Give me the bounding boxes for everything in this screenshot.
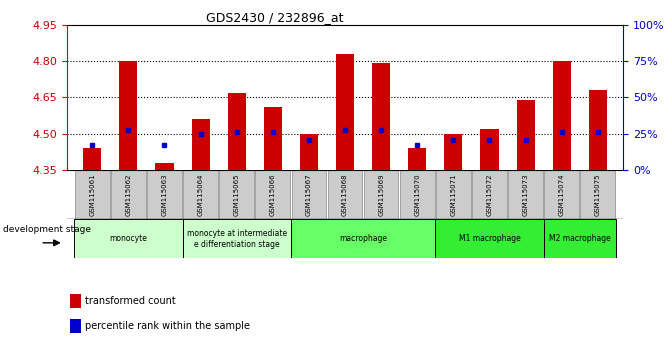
Bar (119, 61, 137, 170)
Bar (70, 294, 81, 308)
FancyBboxPatch shape (472, 170, 507, 219)
Text: GSM115075: GSM115075 (595, 173, 601, 216)
Text: monocyte: monocyte (109, 234, 147, 244)
Text: GDS2430 / 232896_at: GDS2430 / 232896_at (206, 11, 344, 24)
FancyBboxPatch shape (147, 170, 182, 219)
FancyBboxPatch shape (111, 170, 145, 219)
Text: GSM115061: GSM115061 (89, 173, 95, 216)
Text: GSM115074: GSM115074 (559, 173, 565, 216)
FancyBboxPatch shape (328, 170, 362, 219)
Text: GSM115068: GSM115068 (342, 173, 348, 216)
Text: percentile rank within the sample: percentile rank within the sample (85, 321, 251, 331)
Text: development stage: development stage (3, 225, 91, 234)
Text: GSM115063: GSM115063 (161, 173, 168, 216)
Bar (83, 148, 101, 170)
Text: GSM115066: GSM115066 (270, 173, 276, 216)
FancyBboxPatch shape (219, 170, 254, 219)
Bar (300, 133, 318, 170)
Text: GSM115070: GSM115070 (414, 173, 420, 216)
FancyBboxPatch shape (184, 170, 218, 219)
Bar (70, 319, 81, 333)
FancyBboxPatch shape (436, 170, 471, 219)
FancyBboxPatch shape (291, 219, 436, 258)
FancyBboxPatch shape (255, 170, 290, 219)
Text: M2 macrophage: M2 macrophage (549, 234, 610, 244)
Bar (372, 63, 390, 170)
FancyBboxPatch shape (75, 170, 110, 219)
FancyBboxPatch shape (509, 170, 543, 219)
Bar (517, 100, 535, 170)
Text: GSM115072: GSM115072 (486, 173, 492, 216)
FancyBboxPatch shape (74, 219, 182, 258)
Bar (228, 92, 246, 170)
Text: GSM115064: GSM115064 (198, 173, 204, 216)
Text: monocyte at intermediate
e differentiation stage: monocyte at intermediate e differentiati… (187, 229, 287, 249)
FancyBboxPatch shape (543, 219, 616, 258)
Text: GSM115062: GSM115062 (125, 173, 131, 216)
Text: GSM115073: GSM115073 (523, 173, 529, 216)
FancyBboxPatch shape (580, 170, 615, 219)
Bar (264, 107, 282, 170)
Text: GSM115071: GSM115071 (450, 173, 456, 216)
Bar (553, 61, 571, 170)
FancyBboxPatch shape (545, 170, 579, 219)
Text: macrophage: macrophage (339, 234, 387, 244)
Bar (444, 133, 462, 170)
FancyBboxPatch shape (400, 170, 435, 219)
Bar (336, 54, 354, 170)
Text: GSM115069: GSM115069 (378, 173, 384, 216)
FancyBboxPatch shape (182, 219, 291, 258)
Text: GSM115065: GSM115065 (234, 173, 240, 216)
Bar (589, 90, 607, 170)
FancyBboxPatch shape (364, 170, 399, 219)
FancyBboxPatch shape (291, 170, 326, 219)
Text: transformed count: transformed count (85, 296, 176, 306)
Bar (408, 148, 426, 170)
Bar (480, 129, 498, 170)
Text: GSM115067: GSM115067 (306, 173, 312, 216)
Bar (155, 162, 174, 170)
FancyBboxPatch shape (436, 219, 543, 258)
Text: M1 macrophage: M1 macrophage (459, 234, 521, 244)
Bar (192, 119, 210, 170)
